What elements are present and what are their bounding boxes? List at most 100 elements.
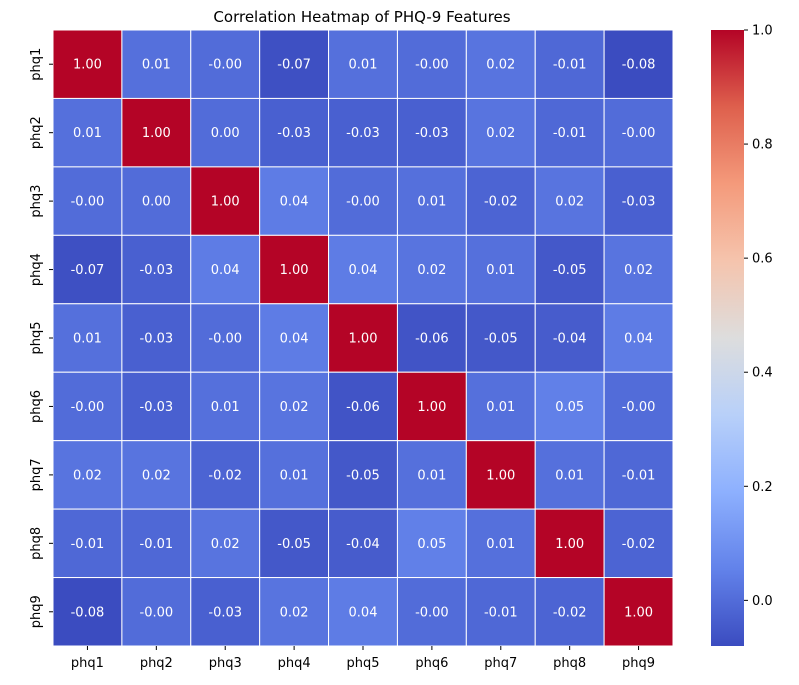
heatmap-cell-phq5-phq2 [121, 303, 192, 373]
cell-value-label: -0.01 [484, 605, 518, 620]
cell-value-label: 0.01 [417, 195, 446, 210]
cell-value-label: 0.02 [624, 263, 653, 278]
cell-value-label: 0.04 [349, 263, 378, 278]
heatmap-cell-phq1-phq3 [190, 29, 261, 99]
heatmap-cell-phq3-phq1 [52, 166, 123, 236]
heatmap-cell-phq9-phq3 [190, 577, 261, 647]
x-tick-label: phq5 [346, 656, 379, 671]
heatmap-cell-phq6-phq1 [52, 371, 123, 442]
colorbar-axis: 0.0 0.2 0.4 0.6 0.8 1.0 [744, 24, 773, 609]
heatmap-cells [52, 29, 674, 647]
chart-title: Correlation Heatmap of PHQ-9 Features [213, 8, 510, 26]
cell-value-label: 0.01 [73, 332, 102, 347]
heatmap-cell-phq8-phq4 [259, 508, 330, 579]
cell-value-label: -0.03 [622, 195, 656, 210]
heatmap-cell-phq8-phq3 [190, 508, 261, 579]
heatmap-cell-phq9-phq9 [603, 577, 674, 647]
cell-value-label: -0.03 [415, 126, 449, 141]
cell-value-label: -0.05 [484, 332, 518, 347]
y-tick-label: phq7 [29, 458, 44, 491]
cell-value-label: 0.01 [142, 58, 171, 73]
heatmap-cell-phq9-phq7 [465, 577, 536, 647]
cell-value-label: -0.06 [346, 400, 380, 415]
heatmap-cell-phq4-phq2 [121, 234, 192, 305]
cell-value-label: -0.00 [415, 605, 449, 620]
heatmap-cell-phq1-phq8 [534, 29, 605, 99]
x-tick-label: phq2 [140, 656, 173, 671]
heatmap-cell-phq5-phq6 [396, 303, 467, 373]
cell-value-label: 1.00 [417, 400, 446, 415]
heatmap-cell-phq3-phq9 [603, 166, 674, 236]
cell-value-label: 0.02 [73, 468, 102, 483]
cell-value-label: -0.05 [277, 537, 311, 552]
cell-value-label: -0.02 [553, 605, 587, 620]
cell-value-label: -0.01 [553, 58, 587, 73]
cell-value-label: -0.06 [415, 332, 449, 347]
cell-value-label: 0.02 [280, 605, 309, 620]
heatmap-cell-phq1-phq2 [121, 29, 192, 99]
cell-value-label: 0.01 [486, 263, 515, 278]
heatmap-cell-phq9-phq4 [259, 577, 330, 647]
y-tick-label: phq3 [29, 185, 44, 218]
heatmap-cell-phq7-phq2 [121, 440, 192, 510]
heatmap-cell-phq1-phq6 [396, 29, 467, 99]
y-tick-label: phq9 [29, 595, 44, 628]
cell-value-label: 0.01 [486, 537, 515, 552]
cell-value-label: -0.01 [71, 537, 105, 552]
cell-value-label: 1.00 [280, 263, 309, 278]
heatmap-cell-phq6-phq3 [190, 371, 261, 442]
cell-value-label: -0.08 [71, 605, 105, 620]
heatmap-cell-phq6-phq2 [121, 371, 192, 442]
cell-value-label: -0.00 [71, 195, 105, 210]
cell-value-label: 0.04 [280, 195, 309, 210]
cell-value-label: 1.00 [211, 195, 240, 210]
cell-value-label: -0.00 [208, 332, 242, 347]
cell-value-label: -0.00 [622, 126, 656, 141]
colorbar-tick-label: 0.2 [752, 480, 773, 495]
heatmap-cell-phq2-phq8 [534, 97, 605, 168]
cell-value-label: 0.02 [555, 195, 584, 210]
cell-value-label: 0.05 [417, 537, 446, 552]
colorbar-tick-label: 0.4 [752, 366, 773, 381]
cell-value-label: 0.02 [211, 537, 240, 552]
cell-value-label: -0.04 [553, 332, 587, 347]
heatmap-cell-phq7-phq7 [465, 440, 536, 510]
heatmap-cell-phq7-phq1 [52, 440, 123, 510]
colorbar-tick-label: 0.6 [752, 252, 773, 267]
cell-value-label: -0.05 [553, 263, 587, 278]
heatmap-cell-phq3-phq2 [121, 166, 192, 236]
colorbar-tick-label: 0.0 [752, 594, 773, 609]
cell-value-label: 0.01 [280, 468, 309, 483]
cell-value-label: 0.01 [555, 468, 584, 483]
heatmap-cell-phq2-phq1 [52, 97, 123, 168]
y-tick-label: phq8 [29, 527, 44, 560]
y-tick-label: phq6 [29, 390, 44, 423]
cell-value-label: -0.07 [277, 58, 311, 73]
cell-value-label: 0.04 [349, 605, 378, 620]
cell-value-label: 0.01 [486, 400, 515, 415]
colorbar-tick-label: 0.8 [752, 138, 773, 153]
cell-value-label: -0.00 [415, 58, 449, 73]
heatmap-cell-phq2-phq7 [465, 97, 536, 168]
cell-value-label: -0.01 [553, 126, 587, 141]
cell-value-label: -0.01 [140, 537, 174, 552]
x-tick-label: phq9 [622, 656, 655, 671]
heatmap-cell-phq5-phq3 [190, 303, 261, 373]
cell-value-label: 0.02 [486, 58, 515, 73]
cell-value-label: -0.00 [208, 58, 242, 73]
heatmap-cell-phq5-phq7 [465, 303, 536, 373]
cell-value-label: 1.00 [486, 468, 515, 483]
heatmap-cell-phq4-phq1 [52, 234, 123, 305]
y-tick-label: phq2 [29, 116, 44, 149]
cell-value-label: -0.00 [71, 400, 105, 415]
heatmap-cell-phq1-phq4 [259, 29, 330, 99]
cell-value-label: 0.04 [211, 263, 240, 278]
heatmap-cell-phq6-phq5 [328, 371, 398, 442]
cell-value-label: 0.01 [349, 58, 378, 73]
heatmap-cell-phq3-phq3 [190, 166, 261, 236]
cell-value-label: 0.04 [624, 332, 653, 347]
cell-value-label: 0.01 [211, 400, 240, 415]
heatmap-cell-phq6-phq8 [534, 371, 605, 442]
cell-value-label: -0.00 [622, 400, 656, 415]
